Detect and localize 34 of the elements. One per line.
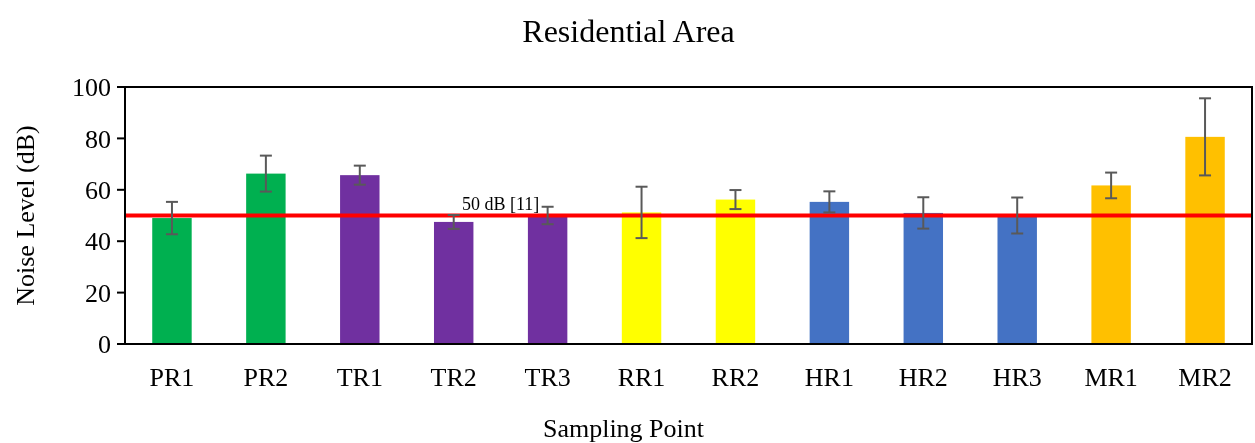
x-tick-label: TR2 xyxy=(430,363,477,392)
bar xyxy=(1185,136,1225,344)
bar xyxy=(621,212,662,344)
y-tick-label: 60 xyxy=(85,175,111,205)
bar xyxy=(152,218,192,344)
bar xyxy=(433,221,474,344)
x-tick-label: PR2 xyxy=(243,363,289,392)
x-tick-label: TR1 xyxy=(336,363,383,392)
x-tick-label: RR1 xyxy=(617,363,666,392)
y-tick-label: 40 xyxy=(85,227,111,257)
bar xyxy=(997,215,1037,344)
bar xyxy=(527,215,568,344)
x-tick-label: HR2 xyxy=(898,363,948,392)
bar xyxy=(246,173,286,344)
x-tick-label: TR3 xyxy=(524,363,571,392)
y-axis-title: Noise Level (dB) xyxy=(11,125,40,306)
x-tick-label: PR1 xyxy=(149,363,195,392)
bar xyxy=(1091,185,1131,344)
y-tick-label: 20 xyxy=(85,278,111,308)
x-tick-label: MR2 xyxy=(1178,363,1232,392)
bar xyxy=(903,212,944,344)
y-tick-label: 0 xyxy=(98,330,111,360)
bar xyxy=(340,175,380,344)
y-tick-label: 80 xyxy=(85,124,111,154)
bar xyxy=(715,199,756,344)
y-tick-label: 100 xyxy=(72,73,111,103)
x-axis-title: Sampling Point xyxy=(542,414,705,443)
x-tick-label: RR2 xyxy=(711,363,760,392)
ref-line-label: 50 dB [11] xyxy=(462,193,540,214)
x-tick-label: MR1 xyxy=(1084,363,1138,392)
x-tick-label: HR3 xyxy=(992,363,1042,392)
bar xyxy=(809,201,850,344)
chart-title: Residential Area xyxy=(522,13,735,49)
x-tick-label: HR1 xyxy=(804,363,854,392)
